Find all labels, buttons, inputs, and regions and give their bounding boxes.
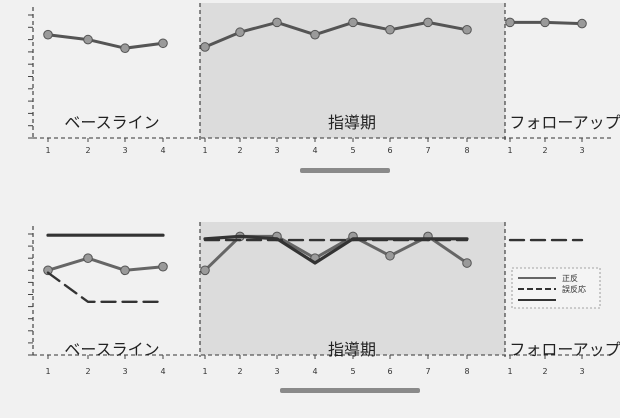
x-tick-label: 4 [312, 146, 317, 155]
x-tick-label: 4 [160, 146, 165, 155]
x-tick-label: 3 [122, 367, 127, 376]
data-point [120, 265, 130, 276]
x-tick-label: 1 [202, 367, 207, 376]
data-point [272, 17, 282, 28]
data-point [348, 17, 358, 28]
x-tick-label: 8 [464, 367, 469, 376]
data-point [43, 265, 53, 276]
series-1-line [46, 256, 165, 272]
phase-label: ベースライン [64, 113, 159, 132]
series-2-line [46, 271, 165, 303]
data-point [83, 253, 93, 264]
data-point [200, 265, 210, 276]
x-tick-label: 1 [507, 367, 512, 376]
x-tick-label: 1 [202, 146, 207, 155]
phase-label: フォローアップ [509, 340, 620, 359]
data-point [540, 17, 550, 28]
legend-entry: 正反 [562, 273, 578, 283]
data-point [385, 250, 395, 261]
x-tick-label: 4 [160, 367, 165, 376]
phase-label: ベースライン [64, 340, 159, 359]
x-tick-label: 2 [85, 367, 90, 376]
x-tick-label: 2 [237, 367, 242, 376]
phase-label: 指導期 [328, 340, 376, 359]
data-point [235, 27, 245, 38]
x-tick-label: 3 [579, 146, 584, 155]
series-1-line [203, 20, 469, 49]
data-point [423, 17, 433, 28]
x-tick-label: 5 [350, 367, 355, 376]
data-point [577, 18, 587, 29]
x-tick-label: 3 [579, 367, 584, 376]
data-point [462, 24, 472, 35]
x-tick-label: 8 [464, 146, 469, 155]
x-tick-label: 2 [237, 146, 242, 155]
x-tick-label: 3 [274, 146, 279, 155]
x-tick-label: 5 [350, 146, 355, 155]
x-tick-label: 6 [387, 146, 392, 155]
data-point [462, 258, 472, 268]
series-3-line [203, 234, 469, 265]
data-point [200, 42, 210, 52]
x-tick-label: 1 [507, 146, 512, 155]
x-tick-label: 2 [542, 146, 547, 155]
chart-1: 1 2 3 4 1 2 3 4 5 6 7 8 1 2 3 ベースライン 指導期 フォローアップ [28, 3, 620, 155]
x-tick-label: 7 [425, 146, 430, 155]
chart-2-caption [280, 388, 420, 393]
x-tick-label: 1 [45, 146, 50, 155]
phase-label: フォローアップ [509, 113, 620, 132]
phase-label: 指導期 [328, 113, 376, 132]
legend-entry: 誤反応 [562, 284, 586, 294]
data-point [505, 17, 515, 28]
data-point [158, 38, 168, 49]
series-1-line [46, 33, 165, 50]
instruction-phase-shading [200, 222, 505, 355]
data-point [120, 43, 130, 54]
x-tick-label: 6 [387, 367, 392, 376]
x-tick-label: 2 [542, 367, 547, 376]
data-point [385, 24, 395, 35]
x-tick-label: 3 [122, 146, 127, 155]
x-tick-label: 1 [45, 367, 50, 376]
chart-1-caption [300, 168, 390, 173]
data-point [43, 29, 53, 40]
x-tick-label: 7 [425, 367, 430, 376]
x-tick-label: 4 [312, 367, 317, 376]
data-point [310, 29, 320, 40]
x-tick-label: 2 [85, 146, 90, 155]
data-point [158, 261, 168, 272]
x-tick-label: 3 [274, 367, 279, 376]
data-point [83, 34, 93, 45]
